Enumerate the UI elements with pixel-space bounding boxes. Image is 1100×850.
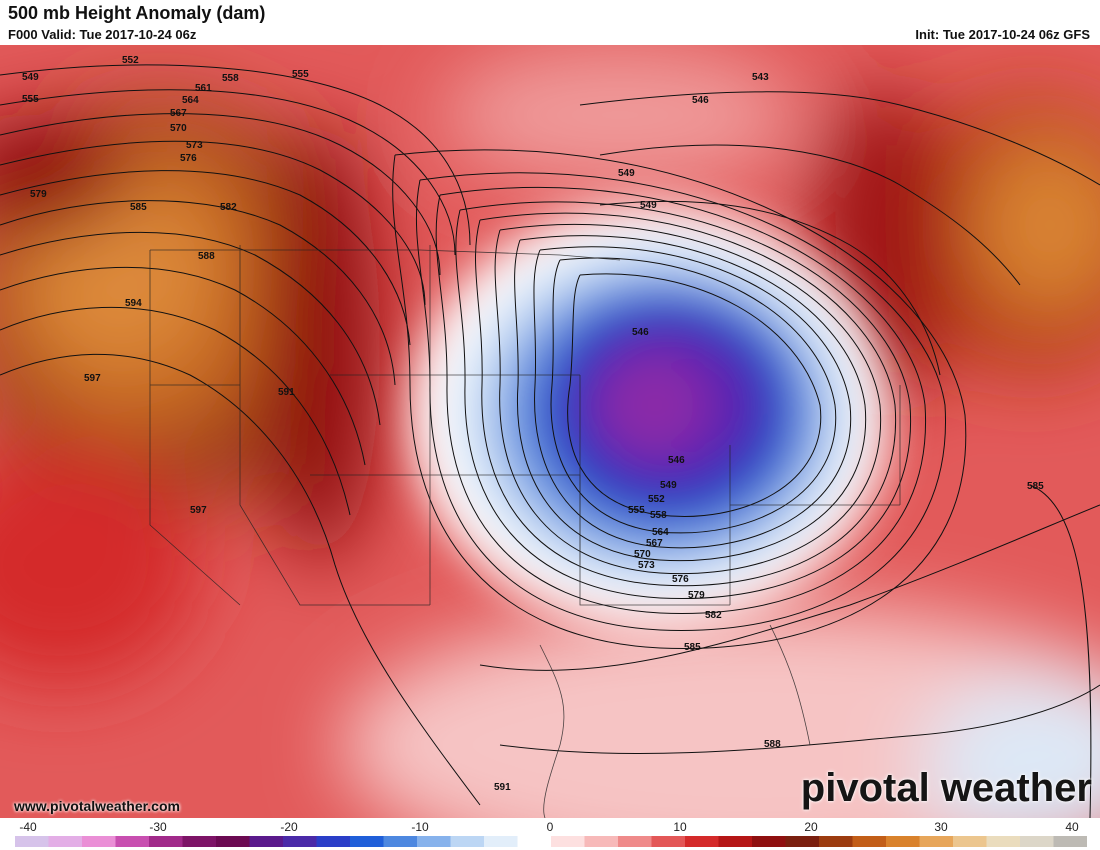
colorbar-swatch <box>149 836 184 847</box>
colorbar-tick: -30 <box>149 820 167 834</box>
colorbar-swatch <box>383 836 418 847</box>
colorbar-swatch <box>517 836 552 847</box>
contour-label: 588 <box>198 251 215 262</box>
colorbar-swatch <box>484 836 519 847</box>
contour-label: 591 <box>494 782 511 793</box>
colorbar-swatch <box>249 836 284 847</box>
contour-label: 555 <box>628 505 645 516</box>
contour-label: 585 <box>684 642 701 653</box>
colorbar-swatch <box>1020 836 1055 847</box>
trough-shading <box>410 205 890 625</box>
colorbar-swatch <box>316 836 351 847</box>
contour-label: 570 <box>634 549 651 560</box>
init-time: Init: Tue 2017-10-24 06z GFS <box>915 27 1090 42</box>
contour-label: 552 <box>648 494 665 505</box>
colorbar-tick: -40 <box>19 820 37 834</box>
colorbar-tick: 10 <box>673 820 687 834</box>
colorbar-swatch <box>752 836 787 847</box>
colorbar-swatch <box>852 836 887 847</box>
contour-label: 579 <box>30 189 47 200</box>
contour-label: 564 <box>652 527 669 538</box>
contour-label: 585 <box>130 202 147 213</box>
colorbar-tick: -20 <box>280 820 298 834</box>
colorbar-swatch <box>953 836 988 847</box>
contour-label: 573 <box>638 560 655 571</box>
political-boundaries <box>149 245 901 818</box>
contour-label: 552 <box>122 55 139 66</box>
colorbar-swatch <box>986 836 1021 847</box>
contour-label: 549 <box>618 168 635 179</box>
contour-label: 597 <box>84 373 101 384</box>
colorbar-tick: -10 <box>411 820 429 834</box>
contour-label: 570 <box>170 123 187 134</box>
height-contours <box>0 64 1100 818</box>
brand-logo: pivotal weather <box>800 766 1092 810</box>
colorbar-swatch <box>82 836 117 847</box>
colorbar-swatch <box>718 836 753 847</box>
contour-label: 582 <box>220 202 237 213</box>
contour-label: 564 <box>182 95 199 106</box>
contour-labels: 549 552 555 558 561 564 567 570 573 576 … <box>22 55 1044 793</box>
contour-label: 582 <box>705 610 722 621</box>
map-title: 500 mb Height Anomaly (dam) <box>8 3 266 23</box>
colorbar-swatch <box>350 836 385 847</box>
contour-label: 597 <box>190 505 207 516</box>
colorbar-swatch <box>618 836 653 847</box>
contour-label: 546 <box>692 95 709 106</box>
colorbar-tick: 40 <box>1065 820 1079 834</box>
colorbar-swatch <box>115 836 150 847</box>
contour-label: 546 <box>668 455 685 466</box>
contour-label: 555 <box>22 94 39 105</box>
contour-label: 567 <box>170 108 187 119</box>
contour-label: 546 <box>632 327 649 338</box>
colorbar-swatch <box>785 836 820 847</box>
colorbar-swatch <box>216 836 251 847</box>
valid-time: F000 Valid: Tue 2017-10-24 06z <box>8 27 197 42</box>
colorbar-tick: 0 <box>546 820 554 834</box>
colorbar-tick: 20 <box>804 820 818 834</box>
contour-label: 591 <box>278 387 295 398</box>
contour-label: 576 <box>672 574 689 585</box>
contour-label: 567 <box>646 538 663 549</box>
contour-label: 585 <box>1027 481 1044 492</box>
contour-label: 573 <box>186 140 203 151</box>
contour-label: 549 <box>22 72 39 83</box>
colorbar-swatch <box>1053 836 1087 847</box>
contour-label: 558 <box>222 73 239 84</box>
colorbar-swatch <box>819 836 854 847</box>
contour-label: 549 <box>660 480 677 491</box>
anomaly-shading <box>0 45 1100 818</box>
colorbar-swatch <box>15 836 50 847</box>
contour-label: 543 <box>752 72 769 83</box>
contour-label: 561 <box>195 83 212 94</box>
colorbar-swatch <box>651 836 686 847</box>
contour-label: 576 <box>180 153 197 164</box>
colorbar-swatch <box>283 836 318 847</box>
colorbar-swatch <box>584 836 619 847</box>
colorbar <box>15 836 1087 847</box>
colorbar-swatch <box>886 836 921 847</box>
colorbar-swatch <box>182 836 217 847</box>
colorbar-swatch <box>417 836 452 847</box>
anomaly-map: 549 552 555 558 561 564 567 570 573 576 … <box>0 45 1100 818</box>
contour-label: 558 <box>650 510 667 521</box>
map-header: 500 mb Height Anomaly (dam) F000 Valid: … <box>0 0 1100 45</box>
colorbar-tick: 30 <box>934 820 948 834</box>
colorbar-swatch <box>919 836 954 847</box>
contour-label: 549 <box>640 200 657 211</box>
colorbar-swatch <box>48 836 83 847</box>
colorbar-swatch <box>685 836 720 847</box>
website-url: www.pivotalweather.com <box>14 798 180 814</box>
contour-label: 555 <box>292 69 309 80</box>
contour-label: 588 <box>764 739 781 750</box>
colorbar-swatch <box>551 836 586 847</box>
contour-label: 594 <box>125 298 142 309</box>
colorbar-ticks: -40 -30 -20 -10 0 10 20 30 40 <box>0 818 1100 836</box>
colorbar-swatch <box>450 836 485 847</box>
contour-label: 579 <box>688 590 705 601</box>
